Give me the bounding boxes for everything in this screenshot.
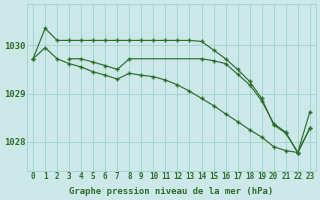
X-axis label: Graphe pression niveau de la mer (hPa): Graphe pression niveau de la mer (hPa) [69,187,274,196]
